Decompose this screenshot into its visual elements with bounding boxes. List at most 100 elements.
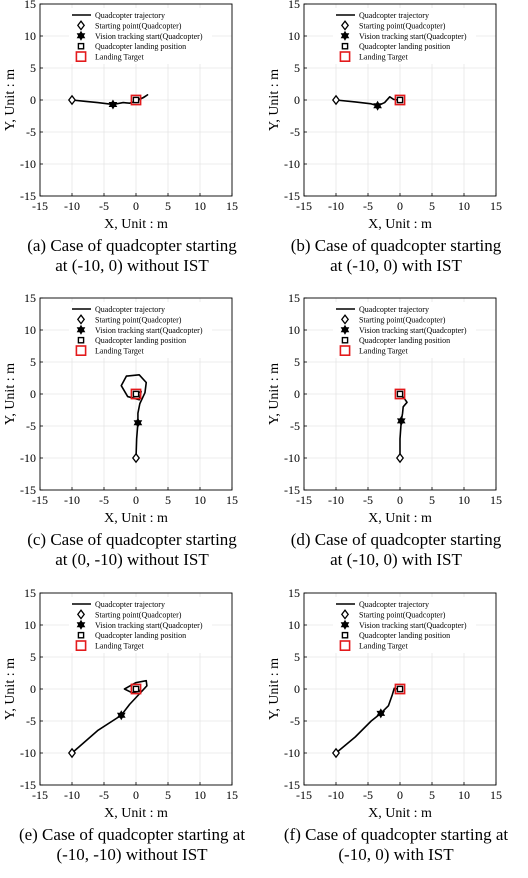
y-tick-label: -15 [284,778,300,792]
legend-entry-label: Quadcopter trajectory [95,600,165,609]
y-tick-label: 10 [24,29,36,43]
starting-point-marker [331,94,341,106]
y-tick-label: 10 [24,618,36,632]
legend-entry-label: Landing Target [359,642,408,651]
starting-point-marker [67,747,77,759]
x-tick-label: 0 [397,493,403,507]
y-tick-label: 0 [294,682,300,696]
caption-line: (e) Case of quadcopter starting at [18,825,246,844]
landing-position-marker [132,685,140,693]
chart-panel-f: -15 -15 -10 -10 -5 -5 0 0 5 5 10 10 15 15 X, Unit : m Y… [264,589,528,878]
legend-hexagram-icon [76,619,86,630]
y-tick-label: -5 [290,125,300,139]
trajectory-line [335,687,400,754]
x-tick-label: 10 [458,788,470,802]
legend-entry-label: Quadcopter trajectory [95,11,165,20]
legend-entry-label: Quadcopter trajectory [95,305,165,314]
legend-target-icon [75,345,87,356]
x-tick-label: 15 [226,493,238,507]
x-tick-label: 5 [165,788,171,802]
legend-square-icon [77,631,85,639]
y-tick-label: -10 [284,746,300,760]
legend-box [69,597,212,653]
caption-line: (-10, 0) with IST [338,845,454,864]
caption-line: at (0, -10) without IST [55,550,209,569]
legend-entry-label: Quadcopter landing position [359,42,450,51]
legend-entry-label: Quadcopter landing position [95,631,186,640]
figure-caption: (e) Case of quadcopter starting at (-10, … [0,825,264,865]
legend-entry-label: Landing Target [359,347,408,356]
y-tick-label: -10 [20,157,36,171]
y-tick-label: -15 [284,483,300,497]
y-tick-label: 0 [294,93,300,107]
x-tick-label: -5 [99,199,109,213]
legend-square-icon [341,631,349,639]
y-tick-label: 10 [24,323,36,337]
legend-entry-label: Vision tracking start(Quadcopter) [95,621,203,630]
y-axis-label: Y, Unit : m [3,363,18,425]
x-tick-label: 15 [226,788,238,802]
x-tick-label: -15 [32,493,48,507]
legend-entry-label: Vision tracking start(Quadcopter) [95,32,203,41]
x-tick-label: 10 [194,788,206,802]
legend-square-icon [341,42,349,50]
caption-line: at (-10, 0) with IST [330,550,462,569]
y-tick-label: -5 [290,419,300,433]
legend-box [69,302,212,358]
legend-box [333,302,476,358]
legend-diamond-icon [340,609,350,620]
landing-position-marker [396,685,404,693]
y-tick-label: -10 [20,746,36,760]
y-tick-label: 5 [30,355,36,369]
caption-line: (c) Case of quadcopter starting [27,530,237,549]
figure-caption: (d) Case of quadcopter starting at (-10, … [264,530,528,570]
legend-diamond-icon [340,20,350,31]
y-tick-label: -5 [290,714,300,728]
y-tick-label: 5 [294,355,300,369]
y-axis-label: Y, Unit : m [267,363,282,425]
legend-entry-label: Starting point(Quadcopter) [95,315,182,324]
chart-svg: -15-15 -10 -10 -5 -5 0 0 5 5 10 10 15 15 X, Unit : m Y… [267,294,502,526]
y-tick-label: -15 [20,778,36,792]
x-axis-label: X, Unit : m [104,511,168,526]
caption-line: (-10, -10) without IST [56,845,208,864]
vision-start-marker [116,710,126,721]
x-axis-label: X, Unit : m [104,806,168,821]
y-tick-label: -15 [20,483,36,497]
y-axis-label: Y, Unit : m [3,658,18,720]
x-tick-label: 5 [429,788,435,802]
x-tick-label: -5 [99,493,109,507]
legend-square-icon [341,336,349,344]
landing-target-marker [394,683,406,695]
y-tick-label: 15 [288,589,300,600]
y-tick-label: 10 [288,323,300,337]
x-tick-label: -10 [64,788,80,802]
legend-entry-label: Quadcopter landing position [359,631,450,640]
x-tick-label: 0 [397,199,403,213]
legend-square-icon [77,336,85,344]
legend-entry-label: Starting point(Quadcopter) [359,315,446,324]
x-tick-label: -5 [363,493,373,507]
legend-entry-label: Vision tracking start(Quadcopter) [95,326,203,335]
x-tick-label: -10 [328,493,344,507]
legend-entry-label: Vision tracking start(Quadcopter) [359,621,467,630]
x-tick-label: 10 [194,493,206,507]
y-tick-label: 5 [30,650,36,664]
x-axis-label: X, Unit : m [368,511,432,526]
x-tick-label: 10 [194,199,206,213]
caption-line: (d) Case of quadcopter starting [290,530,502,549]
y-tick-label: -15 [20,189,36,203]
x-tick-label: 5 [429,199,435,213]
x-tick-label: -15 [32,788,48,802]
legend-target-icon [75,640,87,651]
legend-entry-label: Landing Target [359,53,408,62]
x-tick-label: 15 [490,788,502,802]
y-tick-label: 15 [288,294,300,305]
x-tick-label: -15 [32,199,48,213]
legend-target-icon [339,640,351,651]
legend-entry-label: Quadcopter landing position [95,336,186,345]
